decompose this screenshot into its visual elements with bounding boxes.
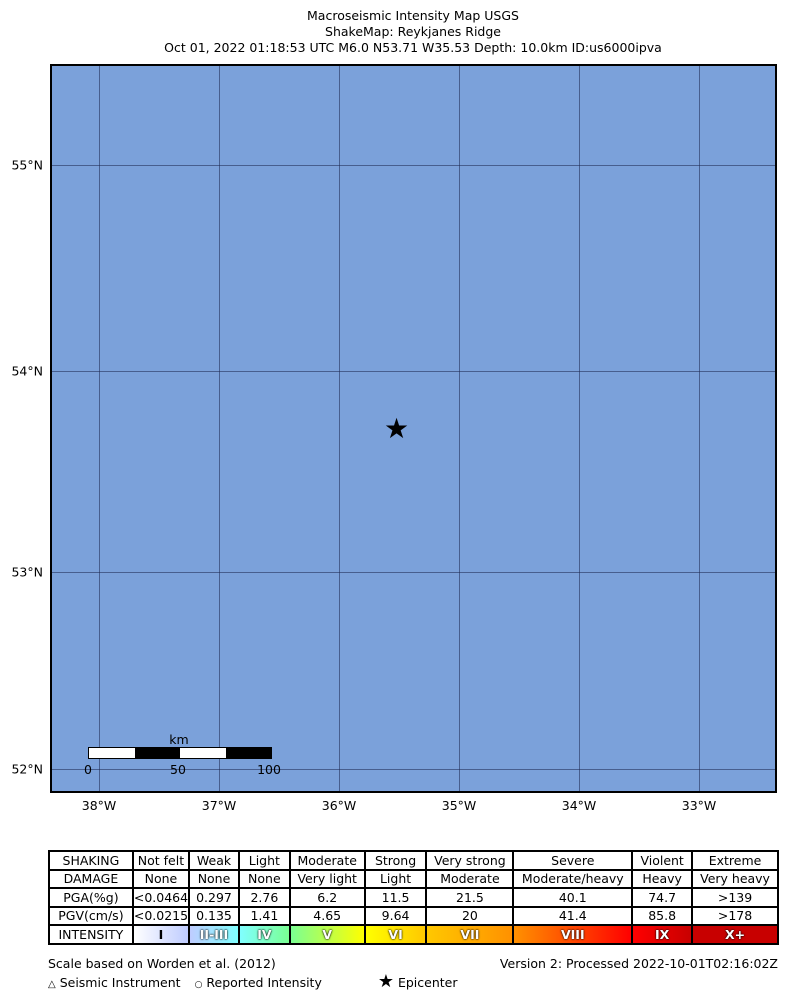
row-header: PGV(cm/s): [48, 905, 134, 926]
gridline: [219, 66, 220, 791]
epicenter-star-icon: ★: [384, 412, 410, 445]
table-cell: 11.5: [363, 887, 428, 908]
intensity-cell: VIII: [512, 924, 634, 945]
gridline: [339, 66, 340, 791]
table-cell: 4.65: [288, 905, 366, 926]
scalebar-tick: 100: [257, 762, 281, 777]
gridline: [52, 769, 775, 770]
table-cell: 21.5: [425, 887, 515, 908]
table-cell: 41.4: [512, 905, 634, 926]
table-cell: 6.2: [288, 887, 366, 908]
table-cell: 0.297: [188, 887, 240, 908]
lon-label: 36°W: [321, 798, 357, 813]
gridline: [52, 165, 775, 166]
table-row: PGV(cm/s) <0.0215 0.135 1.41 4.65 9.64 20 41.4 8…: [48, 905, 779, 926]
legend-epicenter: Epicenter: [397, 975, 458, 990]
star-icon: ★: [377, 971, 394, 992]
lon-label: 33°W: [681, 798, 717, 813]
table-cell: Weak: [188, 850, 240, 871]
intensity-scale-table: SHAKING Not felt Weak Light Moderate Strong Ve…: [48, 850, 779, 945]
version-text: Version 2: Processed 2022-10-01T02:16:02…: [499, 956, 778, 971]
gridline: [699, 66, 700, 791]
table-cell: Moderate: [288, 850, 366, 871]
table-cell: 0.135: [188, 905, 240, 926]
table-cell: <0.0215: [131, 905, 191, 926]
gridline: [52, 572, 775, 573]
table-cell: Strong: [363, 850, 428, 871]
table-cell: 20: [425, 905, 515, 926]
lon-label: 34°W: [561, 798, 597, 813]
table-cell: 40.1: [512, 887, 634, 908]
intensity-row: INTENSITY I II-III IV V VI VII VIII IX X+: [48, 924, 779, 945]
circle-icon: ○: [194, 980, 203, 990]
title-line-3: Oct 01, 2022 01:18:53 UTC M6.0 N53.71 W3…: [164, 40, 662, 55]
title-line-2: ShakeMap: Reykjanes Ridge: [325, 24, 501, 39]
lon-label: 37°W: [201, 798, 237, 813]
table-cell: 1.41: [237, 905, 291, 926]
table-cell: Very strong: [425, 850, 515, 871]
legend: △ Seismic Instrument ○ Reported Intensit…: [48, 971, 458, 992]
row-header: PGA(%g): [48, 887, 134, 908]
lat-label: 53°N: [11, 564, 43, 580]
lat-label: 52°N: [11, 761, 43, 777]
table-cell: Violent: [631, 850, 694, 871]
table-cell: Very light: [288, 868, 366, 889]
intensity-cell: X+: [691, 924, 779, 945]
table-cell: None: [131, 868, 191, 889]
table-row: DAMAGE None None None Very light Light Moderat…: [48, 868, 779, 889]
lat-label: 55°N: [11, 157, 43, 173]
gridline: [579, 66, 580, 791]
triangle-icon: △: [48, 979, 56, 990]
scalebar-tick: 0: [84, 762, 92, 777]
legend-instrument: Seismic Instrument: [59, 975, 181, 990]
row-header: INTENSITY: [48, 924, 134, 945]
scalebar-tick: 50: [170, 762, 186, 777]
gridline: [52, 371, 775, 372]
row-header: DAMAGE: [48, 868, 134, 889]
table-cell: >139: [691, 887, 779, 908]
row-header: SHAKING: [48, 850, 134, 871]
table-row: PGA(%g) <0.0464 0.297 2.76 6.2 11.5 21.5 40.1 74…: [48, 887, 779, 908]
table-cell: 85.8: [631, 905, 694, 926]
lon-label: 35°W: [441, 798, 477, 813]
intensity-cell: VI: [363, 924, 428, 945]
intensity-map[interactable]: km 0 50 100: [50, 64, 777, 793]
table-cell: Moderate: [425, 868, 515, 889]
table-cell: Very heavy: [691, 868, 779, 889]
map-title: Macroseismic Intensity Map USGS ShakeMap…: [0, 8, 787, 56]
table-cell: Extreme: [691, 850, 779, 871]
table-cell: Severe: [512, 850, 634, 871]
scale-note: Scale based on Worden et al. (2012): [48, 956, 276, 971]
table-cell: Light: [363, 868, 428, 889]
table-cell: None: [188, 868, 240, 889]
lat-label: 54°N: [11, 363, 43, 379]
table-cell: >178: [691, 905, 779, 926]
table-cell: Heavy: [631, 868, 694, 889]
legend-reported: Reported Intensity: [206, 975, 322, 990]
table-row: SHAKING Not felt Weak Light Moderate Strong Ve…: [48, 850, 779, 871]
table-cell: None: [237, 868, 291, 889]
table-cell: 2.76: [237, 887, 291, 908]
table-cell: Moderate/heavy: [512, 868, 634, 889]
intensity-cell: VII: [425, 924, 515, 945]
lon-label: 38°W: [81, 798, 117, 813]
table-cell: 9.64: [363, 905, 428, 926]
gridline: [459, 66, 460, 791]
intensity-cell: V: [288, 924, 366, 945]
title-line-1: Macroseismic Intensity Map USGS: [307, 8, 519, 23]
intensity-cell: II-III: [188, 924, 240, 945]
table-cell: 74.7: [631, 887, 694, 908]
scalebar: [88, 747, 272, 759]
table-cell: Light: [237, 850, 291, 871]
intensity-cell: I: [131, 924, 191, 945]
scalebar-unit: km: [169, 732, 189, 747]
table-cell: Not felt: [131, 850, 191, 871]
intensity-cell: IX: [631, 924, 694, 945]
gridline: [99, 66, 100, 791]
intensity-cell: IV: [237, 924, 291, 945]
table-cell: <0.0464: [131, 887, 191, 908]
